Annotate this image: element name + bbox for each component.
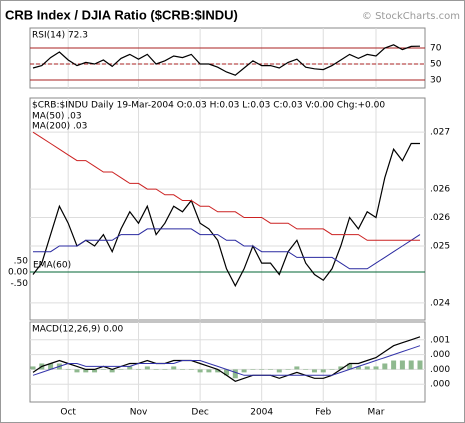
histogram-bar xyxy=(224,369,229,376)
histogram-bar xyxy=(382,363,388,370)
histogram-bar xyxy=(311,369,317,373)
histogram-bar xyxy=(250,369,256,370)
histogram-bar xyxy=(136,369,142,370)
histogram-bar xyxy=(197,369,203,373)
histogram-bar xyxy=(303,369,309,370)
y-tick-label: .000 xyxy=(430,350,450,360)
histogram-bar xyxy=(417,360,423,370)
x-tick-label: Mar xyxy=(368,408,385,418)
x-tick-label: Feb xyxy=(315,408,331,418)
histogram-bar xyxy=(338,366,344,370)
series-line xyxy=(32,44,421,76)
panel xyxy=(29,27,426,89)
histogram-bar xyxy=(399,360,405,370)
histogram-bar xyxy=(206,369,212,373)
y-tick-label: .000 xyxy=(430,365,450,375)
y-tick-label: .025 xyxy=(430,242,450,252)
y-tick-label: 50 xyxy=(430,60,442,70)
legend-entry: MA(200) .03 xyxy=(32,122,87,132)
series-line xyxy=(32,345,421,376)
y-tick-label: 70 xyxy=(430,44,442,54)
chart-title: CRB Index / DJIA Ratio ($CRB:$INDU) xyxy=(5,7,238,22)
histogram-bar xyxy=(171,366,177,370)
x-tick-label: Dec xyxy=(191,408,208,418)
histogram-bar xyxy=(83,369,89,373)
series-line xyxy=(32,142,420,288)
histogram-bar xyxy=(320,369,326,373)
histogram-bar xyxy=(276,369,282,373)
series-line xyxy=(32,336,421,382)
overlay-label: EMA(60) xyxy=(33,261,71,271)
histogram-bar xyxy=(127,366,133,370)
histogram-bar xyxy=(162,369,168,370)
series-line xyxy=(33,228,421,270)
overlay-tick-label: .50 xyxy=(14,256,29,266)
histogram-bar xyxy=(144,366,150,370)
panel-label: MACD(12,26,9) 0.00 xyxy=(32,325,124,335)
panel xyxy=(29,97,426,321)
overlay-tick-label: 0.00 xyxy=(8,268,28,278)
histogram-bar xyxy=(355,366,361,370)
y-tick-label: .027 xyxy=(430,128,450,138)
overlay-tick-label: -.50 xyxy=(10,279,28,289)
credit: © StockCharts.com xyxy=(362,11,460,22)
histogram-bar xyxy=(153,369,159,370)
x-tick-label: Oct xyxy=(60,408,76,418)
panel-label: RSI(14) 72.3 xyxy=(32,31,88,41)
histogram-bar xyxy=(92,369,98,373)
histogram-bar xyxy=(267,369,273,370)
y-tick-label: .001 xyxy=(430,335,450,345)
histogram-bar xyxy=(188,369,194,370)
histogram-bar xyxy=(241,369,247,373)
y-tick-label: .024 xyxy=(430,298,450,308)
histogram-bar xyxy=(373,366,379,370)
histogram-bar xyxy=(285,369,291,370)
histogram-bar xyxy=(30,366,36,370)
histogram-bar xyxy=(364,366,370,370)
histogram-bar xyxy=(118,369,124,370)
legend-entry: MA(50) .03 xyxy=(32,112,82,122)
histogram-bar xyxy=(391,360,397,370)
histogram-bar xyxy=(408,360,414,370)
panel-label: $CRB:$INDU Daily 19-Mar-2004 O:0.03 H:0.… xyxy=(32,101,385,111)
y-tick-label: 30 xyxy=(430,76,442,86)
histogram-bar xyxy=(48,363,54,370)
histogram-bar xyxy=(74,369,80,373)
series-line xyxy=(32,131,420,241)
histogram-bar xyxy=(294,366,300,370)
panel xyxy=(29,321,426,403)
x-tick-label: 2004 xyxy=(250,408,273,418)
histogram-bar xyxy=(65,369,71,370)
y-tick-label: .026 xyxy=(430,185,450,195)
histogram-bar xyxy=(329,369,335,370)
histogram-bar xyxy=(347,363,353,370)
histogram-bar xyxy=(215,369,221,373)
histogram-bar xyxy=(109,369,115,373)
histogram-bar xyxy=(180,369,186,370)
histogram-bar xyxy=(232,369,238,379)
y-tick-label: .026 xyxy=(430,213,450,223)
y-tick-label: .000 xyxy=(430,380,450,390)
histogram-bar xyxy=(259,369,265,370)
x-tick-label: Nov xyxy=(130,408,148,418)
histogram-bar xyxy=(100,369,106,370)
